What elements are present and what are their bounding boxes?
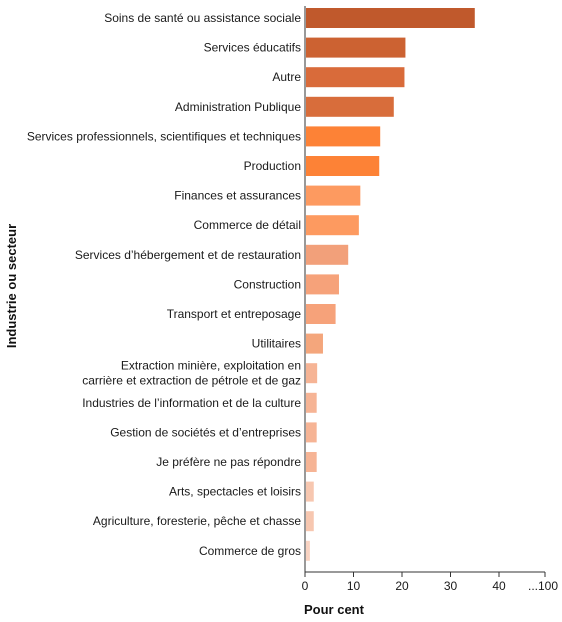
bar — [306, 363, 318, 384]
category-label-line: Services éducatifs — [204, 41, 301, 55]
bar — [306, 67, 405, 88]
bar — [306, 244, 349, 265]
x-tick-label: 20 — [395, 579, 409, 593]
category-label-line: Production — [244, 159, 301, 173]
category-label: Commerce de gros — [199, 544, 301, 558]
category-label-line: Agriculture, foresterie, pêche et chasse — [93, 514, 301, 528]
category-label-line: Gestion de sociétés et d’entreprises — [110, 425, 301, 439]
category-label-line: Autre — [272, 70, 301, 84]
category-label: Je préfère ne pas répondre — [156, 455, 301, 469]
bar — [306, 333, 323, 354]
category-label-line: Construction — [234, 277, 301, 291]
category-label-line: Commerce de gros — [199, 544, 301, 558]
x-axis-ticks: 0 10 20 30 40 ...100 — [302, 572, 558, 593]
category-label: Agriculture, foresterie, pêche et chasse — [93, 514, 301, 528]
category-label-line: Transport et entreposage — [167, 307, 302, 321]
bar — [306, 304, 336, 324]
category-label-line: Industries de l’information et de la cul… — [82, 396, 301, 410]
category-label: Production — [244, 159, 301, 173]
category-label-line: Extraction minière, exploitation en — [121, 359, 301, 373]
category-label: Soins de santé ou assistance sociale — [104, 11, 301, 25]
x-axis-title: Pour cent — [304, 602, 365, 617]
bar — [306, 511, 314, 532]
category-label-line: Je préfère ne pas répondre — [156, 455, 301, 469]
category-label-line: Services d’hébergement et de restauratio… — [75, 248, 301, 262]
x-tick-label: ...100 — [528, 579, 558, 593]
category-labels: Soins de santé ou assistance sociale Serv… — [27, 11, 301, 558]
category-label: Services d’hébergement et de restauratio… — [75, 248, 301, 262]
category-label: Transport et entreposage — [167, 307, 302, 321]
category-label: Arts, spectacles et loisirs — [169, 485, 301, 499]
bar — [306, 96, 394, 117]
bar — [306, 422, 317, 443]
category-label: Construction — [234, 277, 301, 291]
category-label: Services éducatifs — [204, 41, 301, 55]
x-tick-label: 30 — [444, 579, 458, 593]
bar — [306, 274, 339, 295]
category-label-line: Commerce de détail — [194, 218, 301, 232]
bar — [306, 156, 380, 176]
bars-layer — [306, 8, 475, 561]
category-label: Extraction minière, exploitation en carri… — [82, 359, 301, 388]
category-label-line: Services professionnels, scientifiques e… — [27, 129, 301, 143]
category-label: Finances et assurances — [174, 189, 301, 203]
bar — [306, 8, 475, 28]
category-label: Administration Publique — [175, 100, 301, 114]
category-label-line: Finances et assurances — [174, 189, 301, 203]
x-tick-label: 0 — [302, 579, 309, 593]
bar — [306, 185, 361, 206]
bar — [306, 37, 406, 58]
bar — [306, 452, 317, 472]
x-tick-label: 40 — [492, 579, 506, 593]
bar — [306, 481, 314, 502]
category-label: Utilitaires — [252, 337, 301, 351]
category-label-line: Administration Publique — [175, 100, 301, 114]
x-tick-label: 10 — [347, 579, 361, 593]
category-label: Commerce de détail — [194, 218, 301, 232]
y-axis-title: Industrie ou secteur — [4, 224, 19, 348]
category-label: Industries de l’information et de la cul… — [82, 396, 301, 410]
category-label: Autre — [272, 70, 301, 84]
bar — [306, 126, 381, 147]
category-label: Gestion de sociétés et d’entreprises — [110, 425, 301, 439]
bar — [306, 215, 359, 236]
bar — [306, 540, 310, 561]
category-label: Services professionnels, scientifiques e… — [27, 129, 301, 143]
category-label-line: Arts, spectacles et loisirs — [169, 485, 301, 499]
bar — [306, 392, 317, 413]
category-label-line: Soins de santé ou assistance sociale — [104, 11, 301, 25]
category-label-line: carrière et extraction de pétrole et de … — [82, 374, 301, 388]
category-label-line: Utilitaires — [252, 337, 301, 351]
